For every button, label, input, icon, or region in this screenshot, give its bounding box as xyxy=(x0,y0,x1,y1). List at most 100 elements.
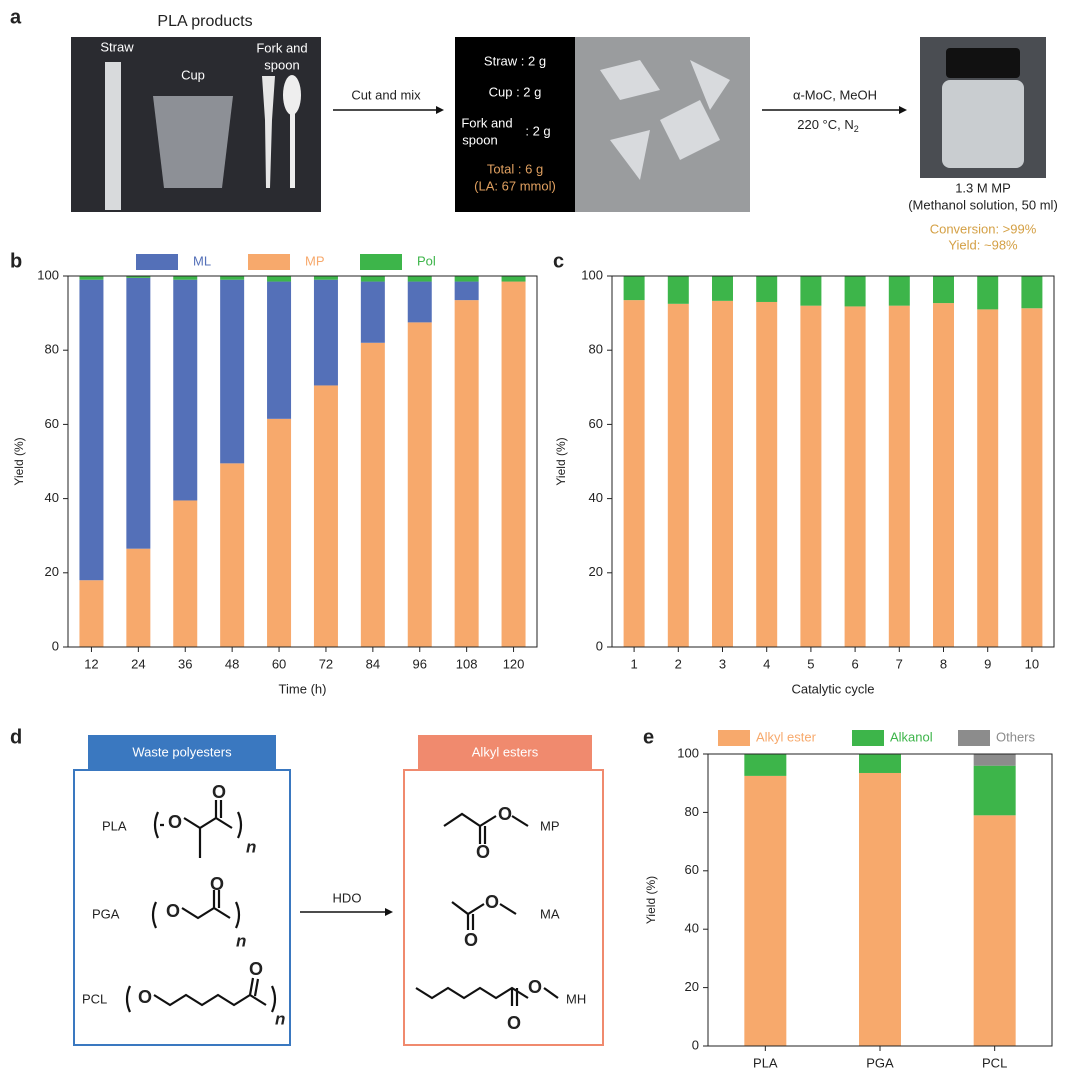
jar-lid xyxy=(946,48,1020,78)
panel-label: a xyxy=(10,6,22,28)
x-tick-label: 12 xyxy=(84,656,98,671)
x-tick-label: 24 xyxy=(131,656,145,671)
subscript: 2 xyxy=(854,124,859,134)
ester-label: MA xyxy=(540,906,560,921)
left-header xyxy=(88,735,276,771)
bar-segment xyxy=(501,276,526,282)
legend-swatch xyxy=(360,254,402,270)
arrow-head xyxy=(385,908,393,916)
x-tick-label: 48 xyxy=(225,656,239,671)
atom: O xyxy=(507,1013,521,1033)
x-tick-label: 36 xyxy=(178,656,192,671)
legend-label: Alkanol xyxy=(890,729,933,744)
fork-image xyxy=(262,76,275,188)
bar-segment xyxy=(800,305,822,647)
y-tick-label: 60 xyxy=(45,416,59,431)
item-label: Cup xyxy=(181,67,205,82)
x-tick-label: 60 xyxy=(272,656,286,671)
item-label: Fork and xyxy=(256,40,307,55)
bar-segment xyxy=(220,276,245,280)
bar-segment xyxy=(973,765,1016,816)
bar-segment xyxy=(126,276,151,278)
x-tick-label: 1 xyxy=(630,656,637,671)
bar-segment xyxy=(1021,276,1043,309)
polyester-label: PLA xyxy=(102,818,127,833)
x-tick-label: 10 xyxy=(1025,656,1039,671)
bar-segment xyxy=(220,463,245,647)
bar-segment xyxy=(407,276,432,282)
mix-box xyxy=(455,37,575,212)
atom: O xyxy=(210,874,224,894)
step-label: 220 °C, N xyxy=(797,117,854,132)
x-tick-label: 96 xyxy=(413,656,427,671)
legend-swatch xyxy=(136,254,178,270)
step-label: α-MoC, MeOH xyxy=(793,87,877,102)
product-label: (Methanol solution, 50 ml) xyxy=(908,197,1058,212)
x-tick-label: 84 xyxy=(366,656,380,671)
legend-swatch xyxy=(718,730,750,746)
step-label: 220 °C, N2 xyxy=(797,117,859,134)
yield: Yield: ~98% xyxy=(948,237,1018,252)
bar-segment xyxy=(454,300,479,647)
pcl-structure xyxy=(125,977,277,1013)
panel-label: b xyxy=(10,250,22,272)
x-tick-label: PCL xyxy=(982,1055,1007,1070)
panel-label: d xyxy=(10,726,22,748)
plot-frame xyxy=(67,275,538,648)
conversion: Conversion: >99% xyxy=(930,221,1037,236)
right-header xyxy=(418,735,592,771)
bar-segment xyxy=(360,276,385,282)
mix-line: Fork and xyxy=(461,115,512,130)
x-tick-label: 4 xyxy=(763,656,770,671)
panel-label: c xyxy=(553,250,564,272)
bar-segment xyxy=(173,500,198,647)
atom: O xyxy=(485,892,499,912)
item-label: Straw xyxy=(100,39,134,54)
x-tick-label: 72 xyxy=(319,656,333,671)
arrow-label: HDO xyxy=(333,890,362,905)
bar-segment xyxy=(977,276,999,310)
bar-segment xyxy=(407,322,432,647)
bar-segment xyxy=(977,309,999,647)
bar-segment xyxy=(712,276,733,301)
repeat: n xyxy=(236,931,246,950)
bar-segment xyxy=(267,418,292,647)
y-tick-label: 80 xyxy=(685,804,699,819)
plot-frame xyxy=(611,275,1055,648)
spoon-handle xyxy=(290,112,295,188)
bar-segment xyxy=(313,276,338,280)
mh-structure xyxy=(415,986,559,1006)
polyester-label: PGA xyxy=(92,906,120,921)
bar-segment xyxy=(744,754,787,776)
atom: O xyxy=(249,959,263,979)
panel-d: d Waste polyesters Alkyl esters PLA PGA … xyxy=(10,726,604,1046)
bar-segment xyxy=(667,303,689,647)
jar xyxy=(942,80,1024,168)
bar-segment xyxy=(313,385,338,647)
y-tick-label: 60 xyxy=(589,416,603,431)
atom: O xyxy=(166,901,180,921)
mix-line: spoon xyxy=(462,132,497,147)
mix-total: (LA: 67 mmol) xyxy=(474,178,556,193)
bar-segment xyxy=(712,300,733,647)
repeat: n xyxy=(246,837,256,856)
bar-segment xyxy=(973,815,1016,1046)
arrow-head xyxy=(899,106,907,114)
atom: O xyxy=(464,930,478,950)
step-label: Cut and mix xyxy=(351,87,421,102)
y-tick-label: 20 xyxy=(589,564,603,579)
ma-structure xyxy=(451,901,517,930)
pla-structure xyxy=(153,800,243,858)
atom: O xyxy=(138,987,152,1007)
item-label: spoon xyxy=(264,57,299,72)
product-label: 1.3 M MP xyxy=(955,180,1011,195)
header-text: Waste polyesters xyxy=(132,744,232,759)
bar-segment xyxy=(859,754,901,773)
arrow-head xyxy=(436,106,444,114)
plot-frame xyxy=(707,753,1053,1047)
bar-segment xyxy=(667,276,689,304)
bar-segment xyxy=(360,281,385,343)
pga-structure xyxy=(151,890,241,929)
bar-segment xyxy=(79,580,104,647)
legend-label: Pol xyxy=(417,253,436,268)
